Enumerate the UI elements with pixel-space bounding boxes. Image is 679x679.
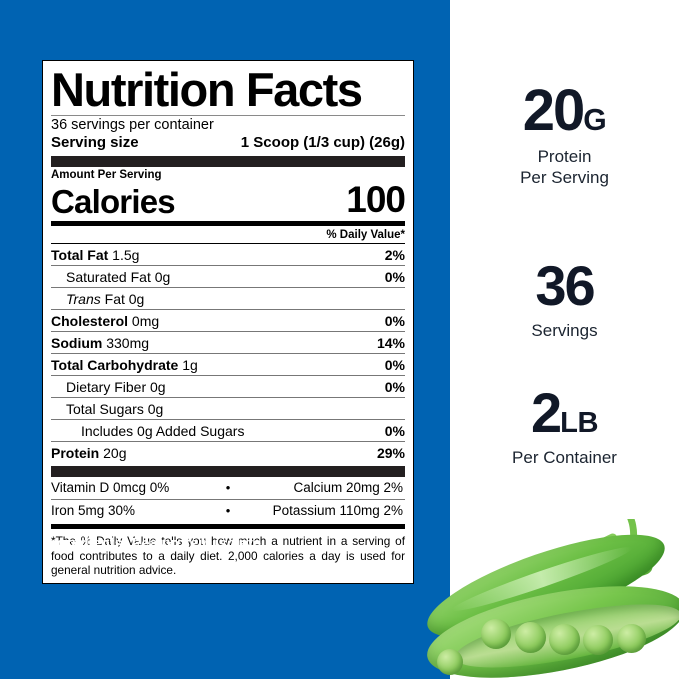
- nutrient-name: Trans Fat 0g: [66, 290, 145, 307]
- amount-per-serving-label: Amount Per Serving: [51, 169, 162, 182]
- stat-protein-caption-line2: Per Serving: [520, 167, 609, 187]
- vitamin-row: Vitamin D 0mcg 0% • Calcium 20mg 2%: [51, 477, 405, 499]
- stat-protein: 20G Protein Per Serving: [450, 82, 679, 188]
- bullet-icon: •: [225, 502, 231, 518]
- vitamin-left-entry: Iron 5mg 30%: [51, 502, 136, 518]
- nutrient-name: Total Carbohydrate 1g: [51, 356, 198, 373]
- vitamin-left-entry: Vitamin D 0mcg 0%: [51, 480, 170, 496]
- calories-value: 100: [346, 178, 406, 220]
- daily-value-footnote: *The % Daily Value tells you how much a …: [51, 534, 405, 578]
- serving-size-label: Serving size: [51, 134, 139, 152]
- nutrient-name: Dietary Fiber 0g: [66, 378, 166, 395]
- nutrient-name: Cholesterol 0mg: [51, 312, 160, 329]
- stat-servings: 36 Servings: [450, 258, 679, 342]
- nutrient-row: Dietary Fiber 0g 0%: [51, 375, 405, 397]
- nutrient-row: Cholesterol 0mg 0%: [51, 309, 405, 331]
- nutrient-row: Saturated Fat 0g 0%: [51, 265, 405, 287]
- stat-protein-value: 20: [522, 78, 585, 143]
- stat-servings-number: 36: [450, 258, 679, 314]
- vitamin-row: Iron 5mg 30% • Potassium 110mg 2%: [51, 498, 405, 522]
- stat-protein-number: 20G: [450, 82, 679, 140]
- calories-label: Calories: [51, 182, 176, 220]
- calories-row: Calories 100: [51, 178, 406, 220]
- stat-weight-caption: Per Container: [512, 448, 617, 467]
- nutrient-daily-value: 0%: [384, 312, 405, 329]
- vitamin-right-entry: Calcium 20mg 2%: [293, 480, 403, 496]
- title-divider: [51, 115, 405, 117]
- stat-servings-value: 36: [535, 254, 595, 317]
- nutrient-row: Total Fat 1.5g 2%: [51, 243, 405, 265]
- nutrient-row: Sodium 330mg 14%: [51, 331, 405, 353]
- nutrient-daily-value: 0%: [384, 422, 405, 439]
- stat-weight: 2LB Per Container: [450, 385, 679, 469]
- nutrient-name: Protein 20g: [51, 444, 127, 461]
- nutrient-name: Sodium 330mg: [51, 334, 150, 351]
- nutrient-name: Saturated Fat 0g: [66, 268, 171, 285]
- serving-size-row: Serving size 1 Scoop (1/3 cup) (26g): [51, 134, 405, 153]
- stats-column: 20G Protein Per Serving 36 Servings 2LB …: [450, 0, 679, 679]
- nutrient-name: Total Fat 1.5g: [51, 246, 140, 263]
- servings-per-container: 36 servings per container: [51, 117, 214, 134]
- nutrient-daily-value: 0%: [384, 378, 405, 395]
- stat-weight-unit: LB: [560, 407, 598, 439]
- bullet-icon: •: [225, 480, 231, 496]
- nutrient-row: Total Carbohydrate 1g 0%: [51, 353, 405, 375]
- vitamin-right-entry: Potassium 110mg 2%: [272, 502, 403, 518]
- ingredients-text: Ingredients: Pea protein isolate.: [44, 535, 265, 552]
- daily-value-header: % Daily Value*: [326, 229, 405, 242]
- thick-separator-bar-2: [51, 466, 405, 478]
- nutrient-daily-value: 2%: [384, 246, 405, 263]
- serving-size-value: 1 Scoop (1/3 cup) (26g): [240, 134, 405, 152]
- nutrient-rows: Total Fat 1.5g 2% Saturated Fat 0g 0% Trans …: [51, 243, 405, 463]
- medium-separator-bar: [51, 221, 405, 227]
- nutrient-daily-value: 0%: [384, 268, 405, 285]
- nutrient-name: Includes 0g Added Sugars: [81, 422, 245, 439]
- stat-protein-caption: Protein Per Serving: [450, 147, 679, 188]
- nutrition-facts-label: Nutrition Facts 36 servings per containe…: [42, 60, 414, 585]
- footnote-separator-bar: [51, 524, 405, 530]
- nutrient-daily-value: 29%: [376, 444, 405, 461]
- stat-protein-unit: G: [583, 104, 607, 137]
- nutrient-name: Total Sugars 0g: [66, 400, 164, 417]
- stat-protein-caption-line1: Protein: [537, 147, 592, 166]
- nutrient-row: Total Sugars 0g: [51, 397, 405, 419]
- stat-weight-value: 2: [531, 381, 562, 444]
- nutrient-daily-value: 0%: [384, 356, 405, 373]
- vitamin-rows: Vitamin D 0mcg 0% • Calcium 20mg 2% Iron 5m…: [51, 477, 405, 521]
- stat-weight-number: 2LB: [450, 385, 679, 441]
- nutrient-name-italic: Trans: [66, 290, 101, 307]
- stat-servings-caption: Servings: [531, 321, 598, 340]
- nutrient-row: Protein 20g 29%: [51, 441, 405, 463]
- nutrition-facts-title: Nutrition Facts: [51, 63, 363, 116]
- nutrient-row: Trans Fat 0g: [51, 287, 405, 309]
- thick-separator-bar-1: [51, 156, 405, 168]
- nutrient-daily-value: 14%: [376, 334, 405, 351]
- nutrient-row: Includes 0g Added Sugars 0%: [51, 419, 405, 441]
